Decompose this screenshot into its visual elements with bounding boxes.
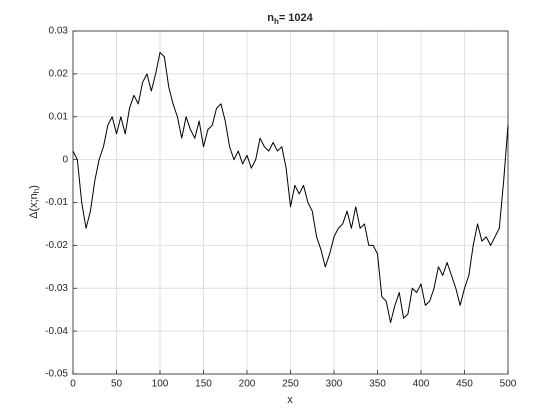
x-axis-label: x bbox=[287, 394, 293, 406]
y-tick-label: -0.01 bbox=[45, 197, 68, 208]
x-tick-label: 300 bbox=[326, 379, 343, 390]
y-tick-label: 0 bbox=[62, 154, 68, 165]
y-tick-label: -0.05 bbox=[45, 369, 68, 380]
x-tick-label: 0 bbox=[70, 379, 76, 390]
x-tick-label: 500 bbox=[500, 379, 517, 390]
title-part: n bbox=[267, 12, 274, 24]
y-label-part: h bbox=[32, 189, 41, 193]
x-tick-label: 50 bbox=[111, 379, 123, 390]
chart-title: nh= 1024 bbox=[267, 12, 313, 26]
title-part: = 1024 bbox=[279, 12, 314, 24]
x-tick-label: 100 bbox=[152, 379, 169, 390]
x-tick-label: 150 bbox=[195, 379, 212, 390]
x-tick-label: 350 bbox=[369, 379, 386, 390]
x-tick-label: 400 bbox=[413, 379, 430, 390]
y-tick-label: -0.03 bbox=[45, 283, 68, 294]
y-axis-label: Δ(x;nh) bbox=[28, 185, 41, 219]
y-tick-label: -0.04 bbox=[45, 326, 68, 337]
x-tick-label: 250 bbox=[282, 379, 299, 390]
x-tick-label: 450 bbox=[456, 379, 473, 390]
y-tick-label: 0.03 bbox=[49, 26, 69, 37]
y-label-part: ) bbox=[28, 185, 40, 189]
y-tick-label: -0.02 bbox=[45, 240, 68, 251]
data-line bbox=[72, 51, 509, 324]
y-label-part: Δ(x;n bbox=[28, 193, 40, 219]
y-tick-label: 0.01 bbox=[49, 111, 69, 122]
y-tick-label: 0.02 bbox=[49, 69, 69, 80]
title-part: h bbox=[274, 17, 279, 26]
x-tick-label: 200 bbox=[239, 379, 256, 390]
plot-frame bbox=[72, 30, 509, 375]
